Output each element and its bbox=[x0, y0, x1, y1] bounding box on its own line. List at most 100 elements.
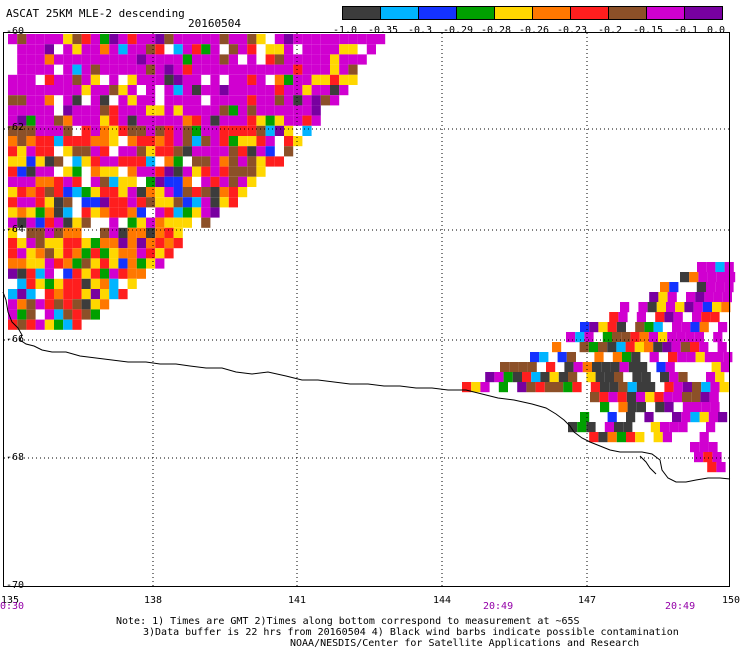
swath-cell bbox=[164, 125, 174, 136]
swath-cell bbox=[601, 362, 611, 373]
swath-cell bbox=[658, 292, 668, 303]
swath-cell bbox=[81, 136, 91, 147]
swath-cell bbox=[164, 187, 174, 198]
swath-cell bbox=[26, 146, 36, 157]
swath-cell bbox=[210, 44, 220, 55]
lon-label-147: 147 bbox=[577, 595, 597, 606]
swath-cell bbox=[118, 125, 128, 136]
swath-cell bbox=[72, 64, 82, 75]
swath-cell bbox=[72, 278, 82, 289]
swath-cell bbox=[100, 64, 110, 75]
swath-cell bbox=[256, 136, 266, 147]
swath-cell bbox=[26, 227, 36, 238]
swath-cell bbox=[72, 227, 82, 238]
swath-cell bbox=[669, 282, 679, 293]
swath-cell bbox=[265, 44, 275, 55]
swath-cell bbox=[81, 299, 91, 310]
swath-cell bbox=[692, 312, 702, 323]
swath-cell bbox=[54, 207, 64, 218]
swath-cell bbox=[238, 156, 248, 167]
swath-cell bbox=[690, 322, 700, 333]
swath-cell bbox=[707, 462, 717, 473]
swath-cell bbox=[118, 34, 128, 45]
swath-cell bbox=[54, 217, 64, 228]
swath-cell bbox=[44, 44, 54, 55]
swath-cell bbox=[715, 372, 725, 383]
swath-cell bbox=[54, 299, 64, 310]
swath-cell bbox=[54, 197, 64, 208]
swath-cell bbox=[44, 227, 54, 238]
swath-cell bbox=[35, 278, 45, 289]
swath-cell bbox=[247, 166, 257, 177]
swath-cell bbox=[127, 125, 137, 136]
swath-cell bbox=[173, 64, 183, 75]
swath-cell bbox=[63, 34, 73, 45]
swath-cell bbox=[517, 382, 527, 393]
swath-cell bbox=[182, 125, 192, 136]
swath-cell bbox=[627, 402, 637, 413]
swath-cell bbox=[549, 372, 559, 383]
swath-cell bbox=[136, 268, 146, 279]
swath-cell bbox=[54, 125, 64, 136]
swath-cell bbox=[680, 272, 690, 283]
footer-note-line-2: 3)Data buffer is 22 hrs from 20160504 4)… bbox=[143, 627, 679, 638]
swath-cell bbox=[72, 299, 82, 310]
swath-cell bbox=[173, 105, 183, 116]
swath-cell bbox=[564, 362, 574, 373]
swath-cell bbox=[182, 217, 192, 228]
swath-cell bbox=[686, 352, 696, 363]
swath-cell bbox=[644, 412, 654, 423]
swath-cell bbox=[173, 187, 183, 198]
coastline-inlet bbox=[639, 455, 657, 475]
swath-cell bbox=[26, 115, 36, 126]
swath-cell bbox=[201, 197, 211, 208]
colorbar-tick-label: -0.23 bbox=[556, 25, 588, 36]
swath-cell bbox=[274, 54, 284, 65]
swath-cell bbox=[634, 342, 644, 353]
swath-cell bbox=[109, 207, 119, 218]
swath-cell bbox=[35, 217, 45, 228]
swath-cell bbox=[100, 34, 110, 45]
swath-cell bbox=[35, 105, 45, 116]
swath-cell bbox=[721, 302, 731, 313]
swath-cell bbox=[127, 207, 137, 218]
swath-cell bbox=[26, 197, 36, 208]
swath-cell bbox=[320, 44, 330, 55]
swath-cell bbox=[595, 372, 605, 383]
swath-cell bbox=[72, 258, 82, 269]
swath-cell bbox=[26, 217, 36, 228]
swath-cell bbox=[146, 54, 156, 65]
swath-cell bbox=[90, 125, 100, 136]
swath-cell bbox=[109, 227, 119, 238]
swath-cell bbox=[320, 54, 330, 65]
swath-cell bbox=[44, 136, 54, 147]
swath-cell bbox=[164, 166, 174, 177]
swath-cell bbox=[136, 187, 146, 198]
colorbar-tick-label: -0.35 bbox=[367, 25, 399, 36]
swath-cell bbox=[703, 452, 713, 463]
swath-cell bbox=[26, 176, 36, 187]
swath-cell bbox=[530, 352, 540, 363]
swath-cell bbox=[90, 136, 100, 147]
swath-cell bbox=[330, 44, 340, 55]
swath-cell bbox=[210, 197, 220, 208]
swath-cell bbox=[44, 258, 54, 269]
swath-cell bbox=[684, 302, 694, 313]
swath-cell bbox=[654, 392, 664, 403]
swath-cell bbox=[210, 64, 220, 75]
swath-cell bbox=[590, 382, 600, 393]
swath-cell bbox=[636, 402, 646, 413]
swath-cell bbox=[618, 402, 628, 413]
swath-cell bbox=[54, 248, 64, 259]
swath-cell bbox=[90, 278, 100, 289]
swath-cell bbox=[109, 217, 119, 228]
chart-date: 20160504 bbox=[188, 17, 241, 30]
swath-cell bbox=[35, 125, 45, 136]
swath-cell bbox=[656, 302, 666, 313]
swath-cell bbox=[238, 64, 248, 75]
swath-cell bbox=[682, 392, 692, 403]
swath-cell bbox=[136, 227, 146, 238]
swath-cell bbox=[256, 74, 266, 85]
swath-cell bbox=[146, 125, 156, 136]
swath-cell bbox=[672, 392, 682, 403]
